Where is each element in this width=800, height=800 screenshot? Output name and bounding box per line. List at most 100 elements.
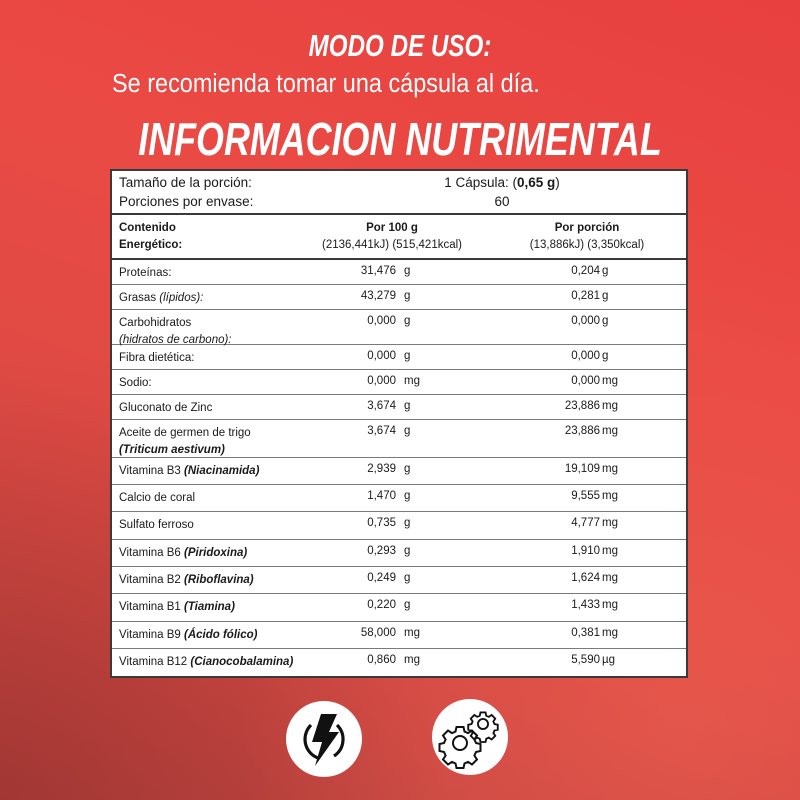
nutrient-subname: (Ácido fólico) bbox=[184, 629, 258, 641]
nutrient-row: Vitamina B2 (Riboflavina) 0,249 g 1,624 mg bbox=[112, 567, 686, 594]
nutrient-row: Vitamina B3 (Niacinamida) 2,939 g 19,109 mg bbox=[112, 458, 686, 485]
per-serving-column-header: Por porción (13,886kJ) (3,350kcal) bbox=[529, 222, 645, 251]
per-serving-value: 1,624 bbox=[571, 572, 600, 584]
per-serving-unit: µg bbox=[602, 654, 616, 666]
nutrient-subname: (Niacinamida) bbox=[184, 465, 260, 477]
per-serving-value: 0,000 bbox=[571, 315, 600, 327]
nutrient-name: Fibra dietética: bbox=[119, 352, 195, 364]
per-serving-unit: g bbox=[602, 290, 609, 302]
servings-per-container-label: Porciones por envase: bbox=[119, 194, 254, 209]
per-serving-unit: mg bbox=[602, 490, 618, 502]
per-serving-value: 4,777 bbox=[571, 517, 600, 529]
nutrient-rows: Proteínas: 31,476 g 0,204 g Grasas (lípidos):… bbox=[112, 260, 686, 679]
nutrient-name: Gluconato de Zinc bbox=[119, 402, 213, 414]
per-serving-unit: mg bbox=[602, 375, 618, 387]
per-100g-unit: g bbox=[404, 315, 411, 327]
nutrient-row: Aceite de germen de trigo (Triticum aesti… bbox=[112, 420, 686, 458]
nutrient-name: Grasas (lípidos): bbox=[119, 292, 204, 304]
per-100g-unit: mg bbox=[404, 654, 420, 666]
energy-badge bbox=[286, 701, 362, 777]
per-serving-unit: g bbox=[602, 265, 609, 277]
nutrient-name: Sulfato ferroso bbox=[119, 519, 194, 531]
per-100g-unit: g bbox=[404, 517, 411, 529]
nutrient-name: Proteínas: bbox=[119, 267, 172, 279]
nutrient-row: Vitamina B12 (Cianocobalamina) 0,860 mg 5,5… bbox=[112, 649, 686, 679]
nutrient-name: Aceite de germen de trigo (Triticum aesti… bbox=[119, 427, 251, 456]
per-serving-value: 0,281 bbox=[571, 290, 600, 302]
per-100g-column-header: Por 100 g (2136,441kJ) (515,421kcal) bbox=[322, 222, 462, 251]
nutrient-name: Vitamina B9 (Ácido fólico) bbox=[119, 629, 258, 641]
per-100g-unit: g bbox=[404, 572, 411, 584]
per-100g-value: 2,939 bbox=[367, 463, 396, 475]
nutrient-name: Vitamina B2 (Riboflavina) bbox=[119, 574, 254, 586]
nutrient-name: Calcio de coral bbox=[119, 492, 196, 504]
per-100g-value: 0,000 bbox=[367, 375, 396, 387]
nutrient-row: Vitamina B9 (Ácido fólico) 58,000 mg 0,381 m… bbox=[112, 622, 686, 649]
nutrient-row: Proteínas: 31,476 g 0,204 g bbox=[112, 260, 686, 285]
nutrient-name: Sodio: bbox=[119, 377, 152, 389]
nutrient-row: Carbohidratos (hidratos de carbono): 0,000… bbox=[112, 310, 686, 346]
per-serving-unit: mg bbox=[602, 599, 618, 611]
per-100g-unit: mg bbox=[404, 375, 420, 387]
per-100g-value: 0,735 bbox=[367, 517, 396, 529]
per-serving-value: 0,381 bbox=[571, 627, 600, 639]
nutrient-row: Fibra dietética: 0,000 g 0,000 g bbox=[112, 345, 686, 370]
per-serving-value: 19,109 bbox=[564, 463, 600, 475]
nutrient-row: Calcio de coral 1,470 g 9,555 mg bbox=[112, 485, 686, 512]
nutrient-row: Gluconato de Zinc 3,674 g 23,886 mg bbox=[112, 395, 686, 420]
nutrient-subname: (Riboflavina) bbox=[184, 574, 254, 586]
per-100g-unit: g bbox=[404, 265, 411, 277]
usage-instructions: Se recomienda tomar una cápsula al día. bbox=[112, 70, 540, 98]
per-serving-value: 0,204 bbox=[571, 265, 600, 277]
per-serving-unit: g bbox=[602, 350, 609, 362]
nutrient-subname: (Tiamina) bbox=[184, 601, 235, 613]
energy-bolt-icon bbox=[303, 714, 345, 766]
per-serving-value: 1,910 bbox=[571, 545, 600, 557]
nutrient-row: Sodio: 0,000 mg 0,000 mg bbox=[112, 370, 686, 395]
per-100g-unit: g bbox=[404, 490, 411, 502]
per-100g-unit: g bbox=[404, 599, 411, 611]
nutrient-name: Carbohidratos (hidratos de carbono): bbox=[119, 317, 232, 346]
nutrient-subname: (Piridoxina) bbox=[184, 547, 248, 559]
per-100g-value: 3,674 bbox=[367, 425, 396, 437]
usage-title: MODO DE USO: bbox=[308, 28, 492, 63]
per-100g-unit: g bbox=[404, 290, 411, 302]
nutrition-info-title: INFORMACION NUTRIMENTAL bbox=[138, 113, 662, 165]
per-100g-value: 0,249 bbox=[367, 572, 396, 584]
per-serving-value: 9,555 bbox=[571, 490, 600, 502]
per-100g-value: 31,476 bbox=[360, 265, 396, 277]
nutrient-subname: (Cianocobalamina) bbox=[190, 656, 294, 668]
per-serving-value: 0,000 bbox=[571, 375, 600, 387]
per-serving-unit: mg bbox=[602, 517, 618, 529]
per-serving-value: 0,000 bbox=[571, 350, 600, 362]
per-100g-value: 58,000 bbox=[360, 627, 396, 639]
nutrient-row: Sulfato ferroso 0,735 g 4,777 mg bbox=[112, 512, 686, 540]
per-serving-unit: mg bbox=[602, 545, 618, 557]
gears-badge bbox=[432, 699, 508, 775]
per-serving-unit: mg bbox=[602, 572, 618, 584]
nutrient-subname: (lípidos): bbox=[159, 292, 204, 304]
per-100g-value: 0,220 bbox=[367, 599, 396, 611]
serving-size-label: Tamaño de la porción: bbox=[119, 175, 252, 190]
per-100g-value: 1,470 bbox=[367, 490, 396, 502]
per-serving-value: 5,590 bbox=[571, 654, 600, 666]
energy-section: Contenido Energético: Por 100 g (2136,441k… bbox=[112, 215, 686, 260]
per-100g-value: 0,293 bbox=[367, 545, 396, 557]
nutrient-subname: (hidratos de carbono): bbox=[119, 334, 232, 346]
nutrient-name: Vitamina B12 (Cianocobalamina) bbox=[119, 656, 294, 668]
per-100g-unit: g bbox=[404, 425, 411, 437]
per-serving-value: 1,433 bbox=[571, 599, 600, 611]
energy-label: Contenido Energético: bbox=[119, 222, 183, 251]
per-serving-value: 23,886 bbox=[564, 400, 600, 412]
per-100g-unit: g bbox=[404, 350, 411, 362]
nutrient-row: Vitamina B6 (Piridoxina) 0,293 g 1,910 mg bbox=[112, 540, 686, 567]
serving-section: Tamaño de la porción: 1 Cápsula: (0,65 g… bbox=[112, 171, 686, 215]
per-100g-value: 0,860 bbox=[367, 654, 396, 666]
per-100g-value: 43,279 bbox=[360, 290, 396, 302]
per-serving-value: 23,886 bbox=[564, 425, 600, 437]
nutrient-name: Vitamina B6 (Piridoxina) bbox=[119, 547, 248, 559]
nutrition-table: Tamaño de la porción: 1 Cápsula: (0,65 g… bbox=[110, 169, 688, 678]
per-100g-value: 0,000 bbox=[367, 350, 396, 362]
per-100g-value: 0,000 bbox=[367, 315, 396, 327]
per-serving-unit: mg bbox=[602, 425, 618, 437]
